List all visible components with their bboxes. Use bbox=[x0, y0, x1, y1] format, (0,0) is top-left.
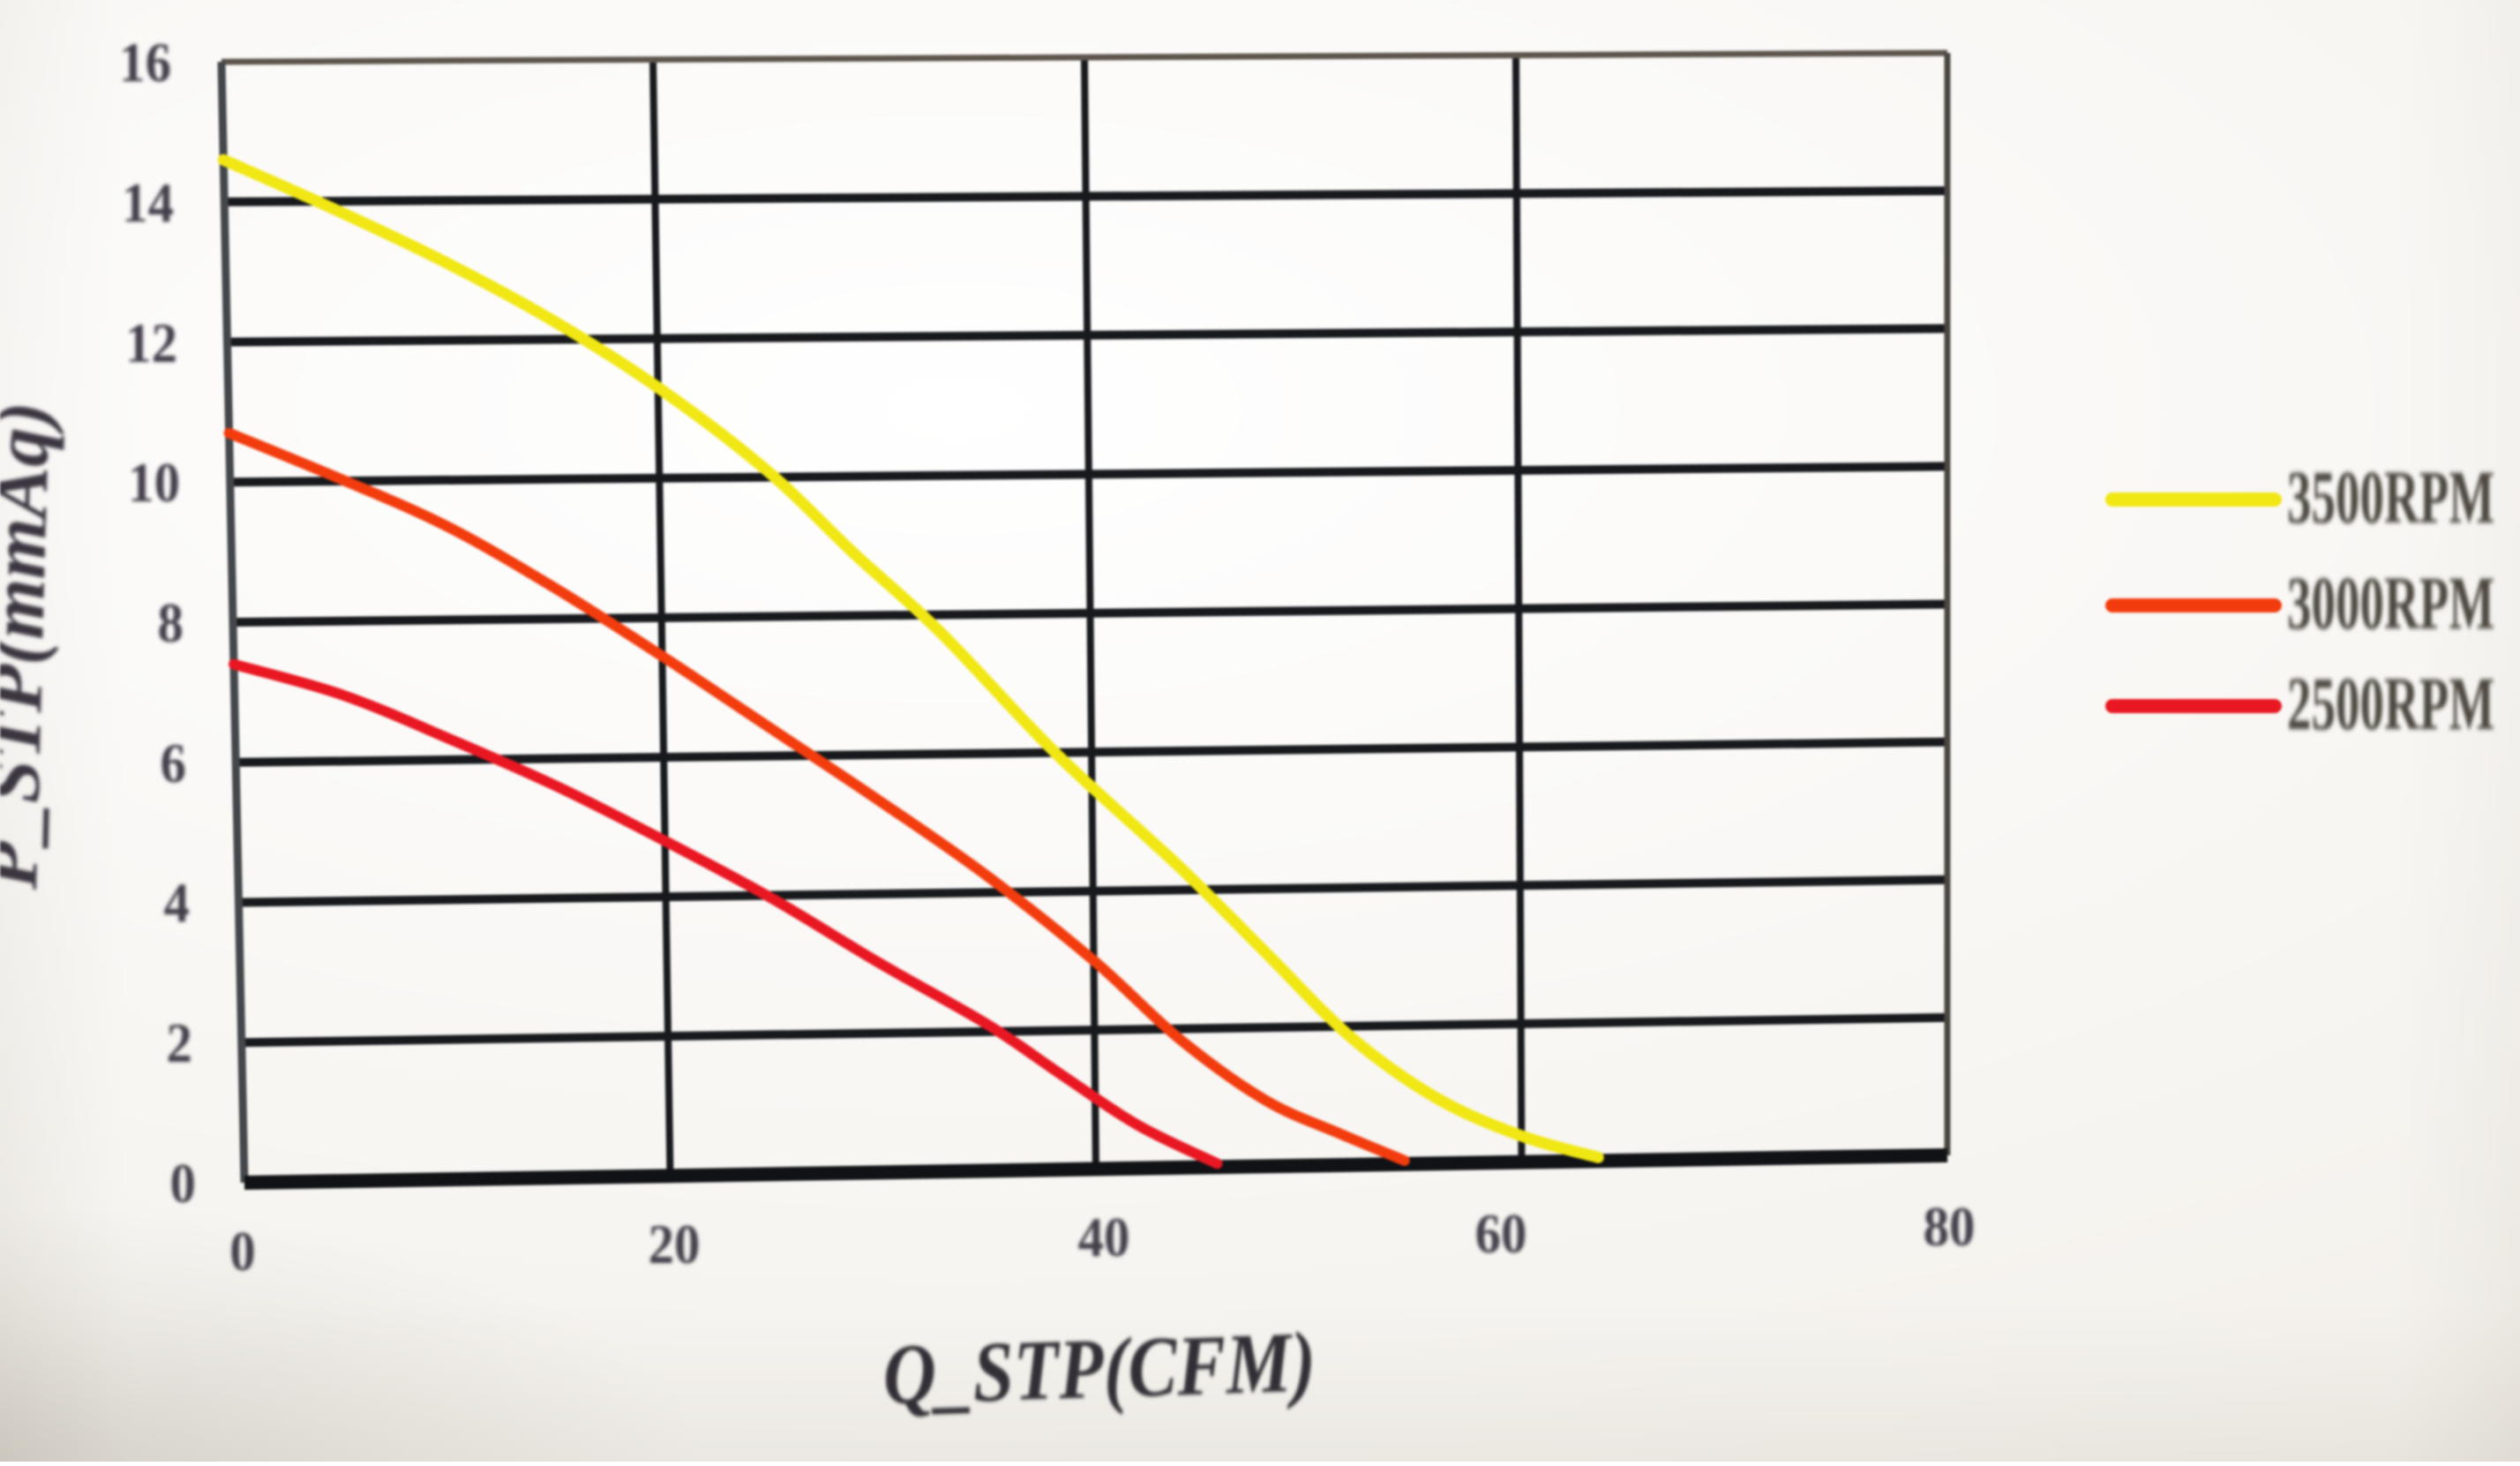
svg-text:6: 6 bbox=[161, 733, 186, 795]
svg-text:2500RPM: 2500RPM bbox=[2287, 662, 2494, 746]
svg-text:Q_STP(CFM): Q_STP(CFM) bbox=[881, 1313, 1317, 1423]
svg-text:20: 20 bbox=[649, 1214, 701, 1276]
svg-text:80: 80 bbox=[1924, 1196, 1976, 1259]
svg-text:0: 0 bbox=[229, 1221, 255, 1283]
svg-text:60: 60 bbox=[1475, 1203, 1527, 1266]
svg-text:16: 16 bbox=[119, 32, 171, 94]
svg-text:P_STP(mmAq): P_STP(mmAq) bbox=[0, 401, 66, 891]
svg-text:3500RPM: 3500RPM bbox=[2287, 455, 2494, 539]
svg-text:14: 14 bbox=[122, 172, 174, 235]
svg-text:12: 12 bbox=[125, 312, 177, 375]
svg-text:3000RPM: 3000RPM bbox=[2287, 561, 2494, 645]
svg-text:0: 0 bbox=[170, 1153, 196, 1215]
svg-text:40: 40 bbox=[1078, 1207, 1130, 1269]
svg-text:4: 4 bbox=[164, 872, 190, 935]
svg-text:2: 2 bbox=[167, 1012, 192, 1075]
svg-text:10: 10 bbox=[128, 452, 180, 515]
svg-text:8: 8 bbox=[158, 592, 184, 655]
